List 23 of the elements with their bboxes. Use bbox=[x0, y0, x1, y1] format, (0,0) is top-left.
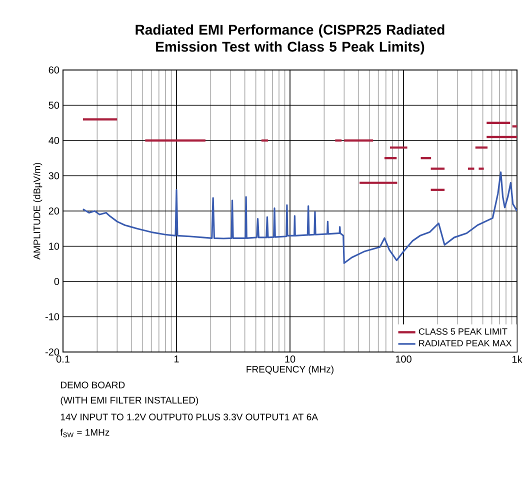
y-tick-label: -10 bbox=[45, 313, 60, 320]
text: f$_{SW}$ = 1MHz bbox=[60, 428, 110, 438]
legend-label: RADIATED PEAK MAX bbox=[419, 340, 512, 346]
y-tick-label: 60 bbox=[48, 66, 60, 74]
x-tick-label: 100 bbox=[396, 356, 412, 363]
text: 14V INPUT TO 1.2V OUTPUT0 PLUS 3.3V OUTPUT1 AT 6A bbox=[60, 414, 318, 420]
y-tick-label: -20 bbox=[45, 348, 60, 356]
y-tick-label: 10 bbox=[49, 242, 60, 250]
x-tick-label: 0.1 bbox=[56, 356, 70, 363]
text: (WITH EMI FILTER INSTALLED) bbox=[60, 396, 198, 406]
y-axis-title: AMPLITUDE (dBµV/m) bbox=[33, 162, 42, 260]
legend-label: CLASS 5 PEAK LIMIT bbox=[418, 328, 508, 335]
y-tick-label: 50 bbox=[48, 102, 60, 109]
text: DEMO BOARD bbox=[60, 382, 125, 388]
x-axis-title: FREQUENCY (MHz) bbox=[246, 366, 334, 374]
y-tick-label: 40 bbox=[48, 136, 60, 144]
chart-title: Radiated EMI Performance (CISPR25 Radiated Emission Test with Class 5 Peak Limits) bbox=[136, 24, 444, 54]
y-tick-label: 0 bbox=[54, 278, 60, 286]
x-tick-label: 1 bbox=[174, 356, 179, 362]
x-tick-label: 10 bbox=[285, 356, 296, 363]
x-tick-label: 1k bbox=[512, 356, 522, 363]
y-tick-label: 20 bbox=[48, 207, 60, 215]
y-tick-label: 30 bbox=[48, 172, 60, 180]
